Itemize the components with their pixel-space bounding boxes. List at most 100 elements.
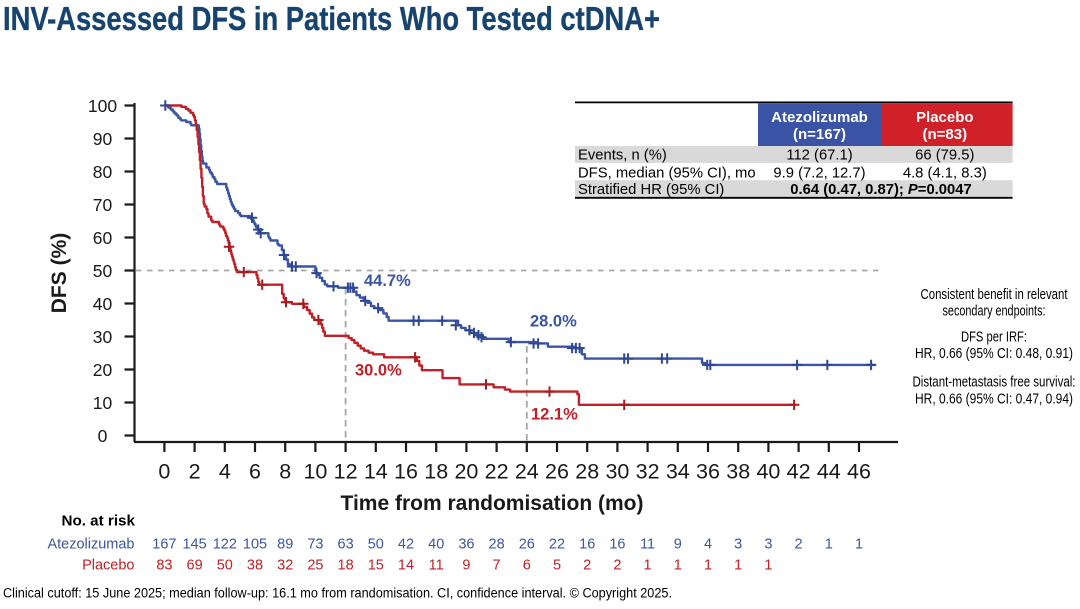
svg-text:Distant-metastasis free surviv: Distant-metastasis free survival: [913, 375, 1076, 391]
svg-text:83: 83 [156, 558, 172, 574]
svg-text:44.7%: 44.7% [364, 272, 411, 290]
svg-text:Atezolizumab: Atezolizumab [47, 537, 134, 553]
svg-text:Events, n (%): Events, n (%) [578, 148, 667, 164]
svg-text:40: 40 [756, 460, 780, 484]
svg-text:89: 89 [277, 537, 293, 553]
svg-text:9.9 (7.2, 12.7): 9.9 (7.2, 12.7) [773, 165, 865, 181]
svg-text:16: 16 [579, 537, 595, 553]
svg-text:69: 69 [187, 558, 203, 574]
svg-text:50: 50 [368, 537, 384, 553]
svg-text:18: 18 [424, 460, 448, 484]
svg-text:1: 1 [734, 558, 742, 574]
svg-text:167: 167 [152, 537, 176, 553]
svg-text:70: 70 [93, 195, 113, 215]
svg-text:(n=167): (n=167) [793, 126, 846, 143]
svg-text:80: 80 [93, 162, 113, 182]
svg-text:Placebo: Placebo [916, 109, 974, 126]
svg-text:0: 0 [158, 460, 170, 484]
svg-text:2: 2 [613, 558, 621, 574]
svg-text:8: 8 [279, 460, 291, 484]
svg-text:4: 4 [704, 537, 712, 553]
svg-text:36: 36 [458, 537, 474, 553]
svg-text:12: 12 [334, 460, 358, 484]
svg-text:2: 2 [189, 460, 201, 484]
svg-text:15: 15 [368, 558, 384, 574]
svg-text:28: 28 [575, 460, 599, 484]
svg-text:0.64 (0.47, 0.87); P=0.0047: 0.64 (0.47, 0.87); P=0.0047 [790, 182, 971, 198]
svg-text:20: 20 [454, 460, 478, 484]
svg-text:46: 46 [847, 460, 871, 484]
svg-text:66 (79.5): 66 (79.5) [915, 148, 974, 164]
svg-text:28: 28 [489, 537, 505, 553]
svg-text:73: 73 [307, 537, 323, 553]
svg-text:1: 1 [704, 558, 712, 574]
svg-text:(n=83): (n=83) [922, 126, 967, 143]
svg-text:Stratified HR (95% CI): Stratified HR (95% CI) [578, 182, 724, 198]
svg-text:2: 2 [583, 558, 591, 574]
svg-text:25: 25 [307, 558, 323, 574]
svg-text:30.0%: 30.0% [355, 362, 402, 380]
svg-text:100: 100 [88, 96, 117, 116]
svg-text:HR, 0.66 (95% CI: 0.47, 0.94): HR, 0.66 (95% CI: 0.47, 0.94) [915, 392, 1073, 408]
svg-text:145: 145 [182, 537, 206, 553]
svg-text:4: 4 [219, 460, 231, 484]
svg-text:16: 16 [394, 460, 418, 484]
svg-text:2: 2 [795, 537, 803, 553]
svg-text:20: 20 [93, 360, 113, 380]
svg-text:36: 36 [696, 460, 720, 484]
svg-text:0: 0 [98, 426, 108, 446]
svg-text:16: 16 [609, 537, 625, 553]
svg-text:26: 26 [545, 460, 569, 484]
svg-text:42: 42 [398, 537, 414, 553]
svg-text:9: 9 [462, 558, 470, 574]
svg-text:Atezolizumab: Atezolizumab [771, 109, 868, 126]
svg-text:60: 60 [93, 228, 113, 248]
svg-text:DFS per IRF:: DFS per IRF: [961, 330, 1027, 346]
svg-text:6: 6 [523, 558, 531, 574]
svg-text:63: 63 [338, 537, 354, 553]
svg-text:6: 6 [249, 460, 261, 484]
svg-text:50: 50 [217, 558, 233, 574]
svg-text:5: 5 [553, 558, 561, 574]
svg-text:4.8 (4.1, 8.3): 4.8 (4.1, 8.3) [903, 165, 987, 181]
svg-text:12.1%: 12.1% [531, 406, 578, 424]
svg-text:32: 32 [277, 558, 293, 574]
svg-text:1: 1 [764, 558, 772, 574]
svg-text:32: 32 [636, 460, 660, 484]
svg-text:No. at risk: No. at risk [62, 513, 136, 530]
svg-text:DFS, median (95% CI), mo: DFS, median (95% CI), mo [578, 165, 756, 181]
svg-text:11: 11 [429, 558, 444, 574]
svg-text:22: 22 [549, 537, 565, 553]
svg-text:14: 14 [364, 460, 388, 484]
svg-text:105: 105 [243, 537, 267, 553]
svg-text:122: 122 [213, 537, 237, 553]
svg-text:Consistent benefit in relevant: Consistent benefit in relevant [921, 287, 1068, 303]
svg-text:1: 1 [825, 537, 833, 553]
svg-text:90: 90 [93, 129, 113, 149]
svg-text:9: 9 [674, 537, 682, 553]
svg-text:14: 14 [398, 558, 414, 574]
svg-text:28.0%: 28.0% [530, 313, 577, 331]
svg-text:40: 40 [428, 537, 444, 553]
svg-text:42: 42 [787, 460, 811, 484]
svg-text:38: 38 [726, 460, 750, 484]
svg-text:7: 7 [493, 558, 501, 574]
svg-text:30: 30 [605, 460, 629, 484]
svg-text:22: 22 [485, 460, 509, 484]
svg-text:Placebo: Placebo [82, 558, 134, 574]
svg-text:DFS (%): DFS (%) [48, 233, 71, 314]
svg-text:1: 1 [855, 537, 863, 553]
svg-text:50: 50 [93, 261, 113, 281]
svg-text:HR, 0.66 (95% CI: 0.48, 0.91): HR, 0.66 (95% CI: 0.48, 0.91) [915, 346, 1073, 362]
svg-text:3: 3 [734, 537, 742, 553]
svg-text:24: 24 [515, 460, 539, 484]
svg-text:34: 34 [666, 460, 690, 484]
svg-text:11: 11 [640, 537, 655, 553]
svg-text:26: 26 [519, 537, 535, 553]
svg-text:1: 1 [674, 558, 682, 574]
svg-text:10: 10 [93, 393, 113, 413]
svg-text:38: 38 [247, 558, 263, 574]
svg-text:1: 1 [644, 558, 652, 574]
svg-text:44: 44 [817, 460, 841, 484]
svg-text:112 (67.1): 112 (67.1) [786, 148, 852, 164]
